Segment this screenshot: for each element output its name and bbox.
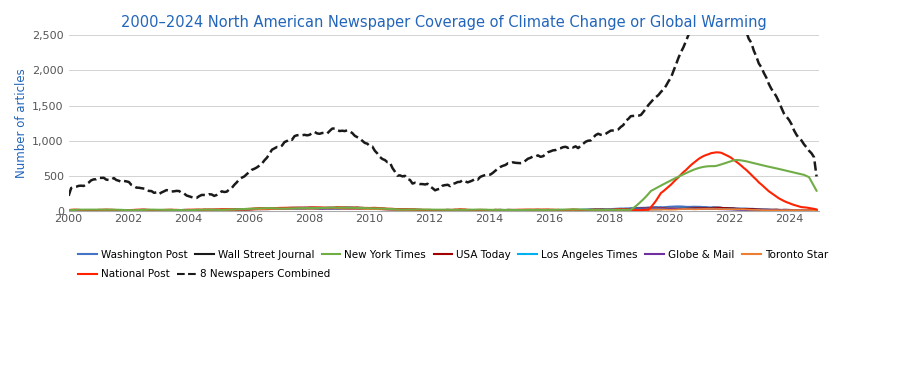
Title: 2000–2024 North American Newspaper Coverage of Climate Change or Global Warming: 2000–2024 North American Newspaper Cover… [121, 15, 767, 30]
Y-axis label: Number of articles: Number of articles [15, 68, 28, 178]
Legend: National Post, 8 Newspapers Combined: National Post, 8 Newspapers Combined [74, 265, 334, 283]
